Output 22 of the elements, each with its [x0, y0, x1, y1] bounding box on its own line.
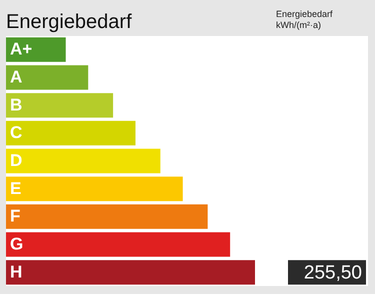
bar	[6, 176, 183, 202]
bar	[6, 65, 88, 90]
bar	[6, 93, 114, 118]
y-tick-label: D	[10, 151, 22, 170]
bar	[6, 148, 160, 174]
y-tick-label: G	[10, 234, 24, 254]
y-tick-label: A	[10, 67, 22, 86]
chart-title: Energiebedarf	[6, 11, 132, 33]
y-tick-label: E	[10, 178, 22, 198]
bar	[6, 204, 208, 229]
bar	[6, 37, 66, 62]
bar	[6, 232, 230, 257]
y-tick-label: F	[10, 206, 20, 226]
y-tick-label: A+	[10, 40, 32, 59]
text: kWh/(m²·a)	[276, 20, 321, 30]
text: Energiebedarf	[276, 9, 334, 19]
y-tick-label: B	[10, 95, 22, 114]
bar	[6, 120, 136, 146]
bar	[6, 260, 255, 285]
text: 255,50	[304, 262, 362, 284]
y-tick-label: H	[10, 262, 22, 282]
y-tick-label: C	[10, 123, 22, 142]
